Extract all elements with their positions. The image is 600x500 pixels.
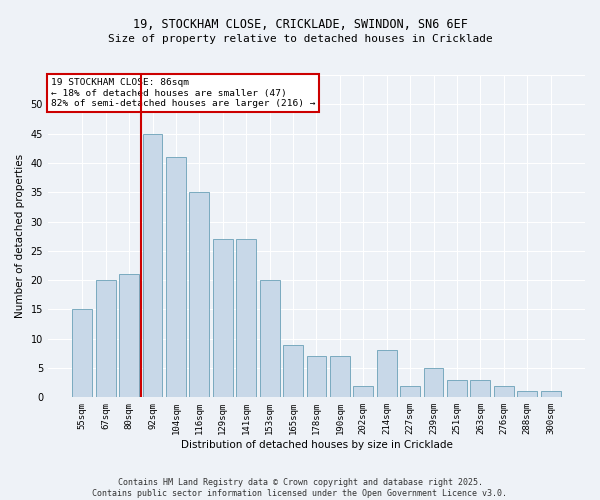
Bar xyxy=(190,192,209,398)
Bar xyxy=(283,344,303,398)
Bar xyxy=(541,392,560,398)
Bar xyxy=(96,280,116,398)
Bar xyxy=(73,310,92,398)
Bar xyxy=(517,392,537,398)
Text: 19 STOCKHAM CLOSE: 86sqm
← 18% of detached houses are smaller (47)
82% of semi-d: 19 STOCKHAM CLOSE: 86sqm ← 18% of detach… xyxy=(50,78,315,108)
Bar xyxy=(330,356,350,398)
Bar xyxy=(260,280,280,398)
Y-axis label: Number of detached properties: Number of detached properties xyxy=(15,154,25,318)
Bar xyxy=(143,134,163,398)
Bar xyxy=(400,386,420,398)
Bar xyxy=(236,239,256,398)
Bar xyxy=(213,239,233,398)
Bar xyxy=(166,157,186,398)
Bar xyxy=(424,368,443,398)
X-axis label: Distribution of detached houses by size in Cricklade: Distribution of detached houses by size … xyxy=(181,440,452,450)
Bar xyxy=(470,380,490,398)
Bar xyxy=(494,386,514,398)
Bar xyxy=(119,274,139,398)
Bar xyxy=(447,380,467,398)
Bar xyxy=(353,386,373,398)
Text: Size of property relative to detached houses in Cricklade: Size of property relative to detached ho… xyxy=(107,34,493,44)
Bar xyxy=(377,350,397,398)
Text: 19, STOCKHAM CLOSE, CRICKLADE, SWINDON, SN6 6EF: 19, STOCKHAM CLOSE, CRICKLADE, SWINDON, … xyxy=(133,18,467,30)
Text: Contains HM Land Registry data © Crown copyright and database right 2025.
Contai: Contains HM Land Registry data © Crown c… xyxy=(92,478,508,498)
Bar xyxy=(307,356,326,398)
